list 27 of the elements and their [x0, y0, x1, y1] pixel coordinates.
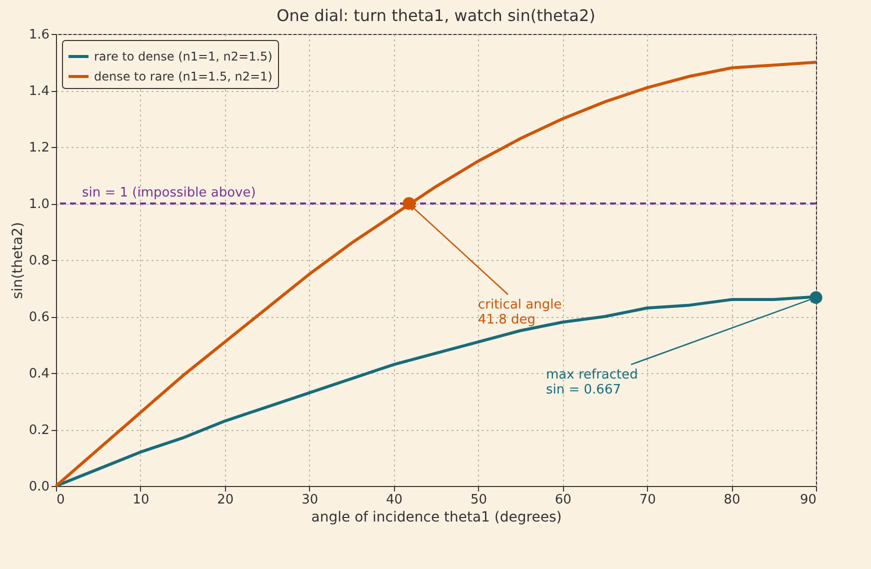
- x-tick-label: 50: [470, 492, 487, 508]
- annotation: max refracted sin = 0.667: [546, 368, 638, 398]
- ref-line-label: sin = 1 (impossible above): [82, 186, 256, 200]
- x-axis-title: angle of incidence theta1 (degrees): [311, 510, 562, 526]
- annotation: critical angle 41.8 deg: [478, 298, 562, 328]
- legend-label: dense to rare (n1=1.5, n2=1): [94, 70, 272, 84]
- x-tick-label: 70: [639, 492, 656, 508]
- x-tick-label: 0: [56, 492, 65, 508]
- y-tick-label: 1.4: [28, 84, 50, 99]
- y-tick-label: 1.0: [28, 197, 50, 212]
- y-tick-label: 0.4: [28, 366, 50, 382]
- x-tick-label: 20: [217, 492, 234, 508]
- y-axis-title: sin(theta2): [10, 222, 26, 299]
- x-tick-label: 90: [800, 492, 816, 508]
- x-tick-label: 40: [386, 492, 403, 508]
- y-tick-label: 0.0: [28, 480, 50, 494]
- x-tick-label: 30: [302, 492, 318, 508]
- x-tick-label: 60: [554, 492, 572, 508]
- legend-label: rare to dense (n1=1, n2=1.5): [94, 50, 272, 64]
- y-tick-label: 0.2: [28, 423, 50, 438]
- y-tick-label: 0.6: [28, 310, 50, 325]
- y-tick-label: 1.2: [28, 140, 50, 156]
- chart-title: One dial: turn theta1, watch sin(theta2): [276, 6, 596, 25]
- x-tick-label: 10: [132, 492, 150, 508]
- x-tick-label: 80: [724, 492, 740, 508]
- y-tick-label: 1.6: [28, 28, 50, 42]
- y-tick-label: 0.8: [28, 254, 50, 268]
